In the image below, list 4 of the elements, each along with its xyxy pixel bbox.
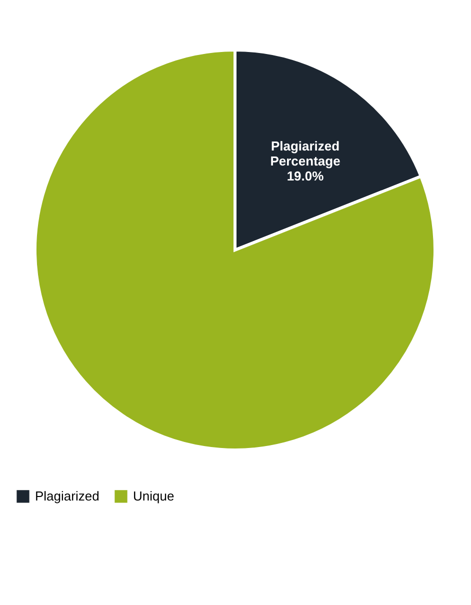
- legend-label: Plagiarized: [35, 488, 100, 504]
- data-label: Plagiarized Percentage 19.0%: [270, 138, 340, 184]
- pie-slice: [34, 48, 436, 452]
- legend-label: Unique: [133, 488, 174, 504]
